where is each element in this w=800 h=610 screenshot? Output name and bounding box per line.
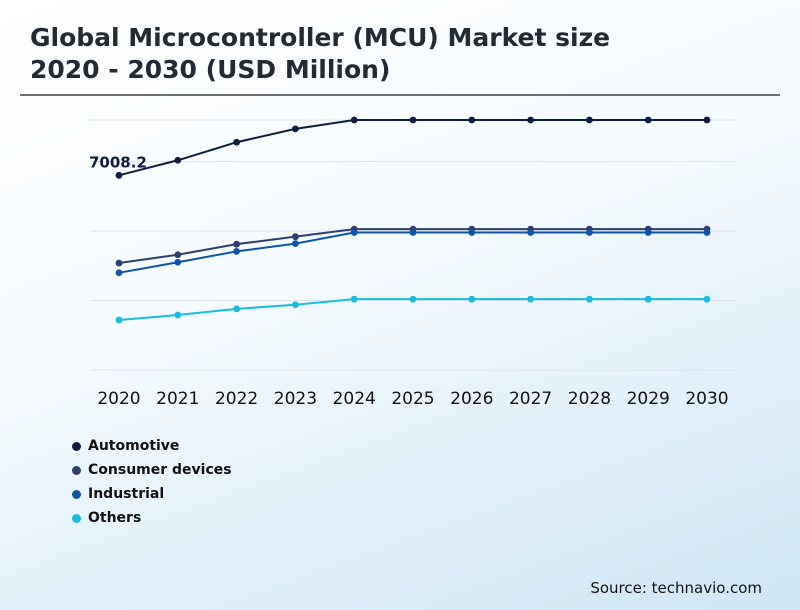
data-point-consumer-devices-2022	[233, 240, 241, 248]
legend-item-consumer-devices: Consumer devices	[72, 458, 232, 482]
data-point-industrial-2021	[174, 258, 182, 266]
data-point-industrial-2028	[586, 229, 593, 236]
source-credit: Source: technavio.com	[590, 579, 762, 597]
x-tick-label-2027: 2027	[509, 389, 552, 409]
data-point-automotive-2030	[703, 116, 711, 124]
data-point-others-2022	[233, 305, 241, 313]
data-point-others-2027	[527, 295, 534, 303]
legend-label-industrial: Industrial	[88, 486, 165, 502]
data-point-industrial-2029	[644, 229, 652, 236]
chart-title-line-1: Global Microcontroller (MCU) Market size	[30, 23, 611, 52]
x-tick-label-2026: 2026	[450, 389, 493, 409]
x-tick-label-2020: 2020	[97, 389, 140, 409]
data-point-others-2026	[468, 295, 476, 303]
legend-label-consumer-devices: Consumer devices	[88, 462, 232, 478]
data-label-0: 7008.2	[89, 153, 147, 171]
data-point-automotive-2024	[350, 116, 358, 124]
data-point-others-2023	[292, 301, 299, 309]
x-tick-label-2030: 2030	[685, 389, 728, 409]
x-tick-label-2029: 2029	[627, 389, 670, 409]
data-point-consumer-devices-2021	[174, 251, 182, 259]
series-line-automotive	[118, 119, 707, 177]
legend-swatch-others	[72, 513, 81, 523]
x-tick-label-2022: 2022	[215, 389, 258, 409]
data-point-industrial-2020	[115, 269, 123, 277]
data-point-consumer-devices-2020	[115, 259, 123, 267]
data-point-industrial-2024	[350, 229, 358, 236]
chart-legend: Automotive Consumer devices Industrial Othe…	[72, 434, 232, 530]
data-point-others-2020	[115, 316, 123, 324]
data-point-consumer-devices-2023	[292, 233, 299, 241]
data-point-industrial-2022	[233, 247, 241, 255]
data-point-industrial-2027	[527, 229, 534, 236]
data-point-automotive-2029	[644, 116, 652, 124]
data-point-automotive-2023	[292, 125, 299, 133]
data-point-automotive-2026	[468, 116, 476, 124]
data-point-others-2030	[703, 295, 711, 303]
legend-item-automotive: Automotive	[72, 434, 232, 458]
x-tick-label-2023: 2023	[274, 389, 317, 409]
data-point-others-2024	[350, 295, 358, 303]
data-point-others-2025	[409, 295, 417, 303]
legend-label-others: Others	[88, 510, 142, 526]
data-point-others-2028	[586, 295, 593, 303]
data-point-automotive-2027	[527, 116, 534, 124]
legend-label-automotive: Automotive	[88, 438, 180, 454]
data-point-automotive-2022	[233, 138, 241, 146]
legend-item-industrial: Industrial	[72, 482, 232, 506]
legend-item-others: Others	[72, 506, 232, 530]
chart-title-line-2: 2020 - 2030 (USD Million)	[30, 55, 391, 84]
data-point-others-2021	[174, 311, 182, 319]
data-point-automotive-2028	[586, 116, 593, 124]
data-point-industrial-2030	[703, 229, 711, 236]
x-tick-label-2025: 2025	[391, 389, 434, 409]
data-point-automotive-2025	[409, 116, 417, 124]
x-tick-label-2028: 2028	[568, 389, 611, 409]
chart-title: Global Microcontroller (MCU) Market size…	[30, 22, 750, 86]
legend-swatch-industrial	[72, 489, 81, 499]
data-point-others-2029	[644, 295, 652, 303]
series-line-industrial	[118, 231, 707, 274]
title-divider	[20, 94, 780, 96]
x-tick-label-2024: 2024	[333, 389, 376, 409]
legend-swatch-automotive	[72, 441, 81, 451]
x-tick-label-2021: 2021	[156, 389, 199, 409]
data-point-industrial-2023	[292, 240, 299, 248]
legend-swatch-consumer-devices	[72, 465, 81, 475]
data-point-industrial-2026	[468, 229, 476, 236]
data-point-automotive-2021	[174, 156, 182, 164]
data-point-automotive-2020	[115, 171, 123, 179]
data-point-industrial-2025	[409, 229, 417, 236]
